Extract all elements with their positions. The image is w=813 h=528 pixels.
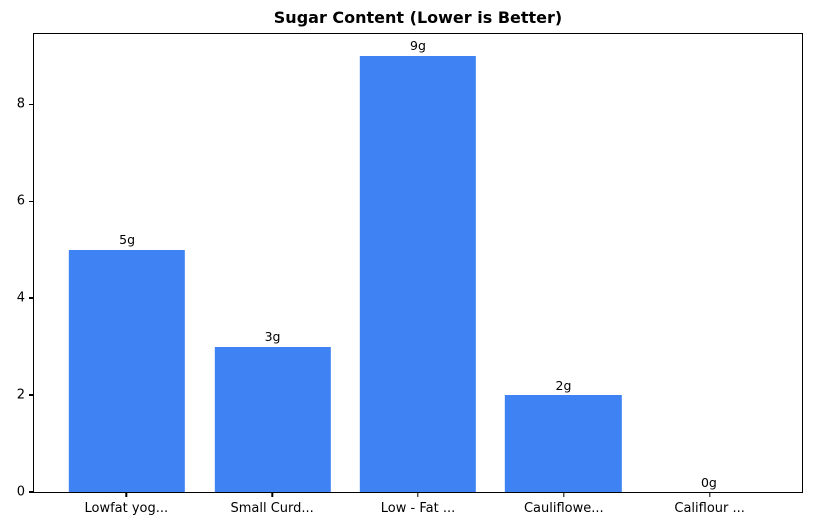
- x-tick-label: Low - Fat ...: [380, 501, 456, 516]
- x-tick: [708, 493, 711, 497]
- x-tick-label: Califlour ...: [674, 501, 745, 516]
- bar: [214, 346, 331, 492]
- bar: [505, 395, 622, 492]
- chart-title: Sugar Content (Lower is Better): [273, 8, 563, 27]
- x-axis: Lowfat yog... Small Curd... Low - Fat ... C…: [33, 493, 803, 528]
- plot-area: 0 2 4 6 8 5g 3g 9g 2g 0g: [17, 33, 803, 499]
- x-tick: [271, 493, 273, 497]
- bar-value-label: 3g: [264, 329, 281, 345]
- bar-value-label: 2g: [555, 377, 572, 393]
- y-tick-label: 6: [16, 193, 25, 209]
- y-tick-label: 0: [16, 484, 25, 500]
- x-tick-label: Cauliflowe...: [523, 501, 604, 516]
- y-tick: [29, 394, 33, 396]
- bar: [68, 249, 186, 492]
- x-tick: [563, 493, 565, 497]
- y-tick-label: 8: [16, 96, 25, 112]
- bar-value-label: 9g: [410, 38, 426, 54]
- bar: [359, 55, 477, 492]
- x-tick-label: Small Curd...: [230, 501, 314, 516]
- y-tick: [29, 103, 33, 105]
- x-tick: [125, 493, 128, 497]
- y-tick-label: 2: [16, 387, 25, 403]
- x-tick: [417, 493, 419, 497]
- x-tick-label: Lowfat yog...: [84, 501, 169, 516]
- y-tick-label: 4: [16, 290, 25, 306]
- y-tick: [29, 491, 33, 493]
- bar-value-label: 0g: [700, 474, 717, 490]
- y-tick: [29, 200, 33, 202]
- bar-value-label: 5g: [119, 232, 136, 248]
- y-tick: [29, 297, 33, 299]
